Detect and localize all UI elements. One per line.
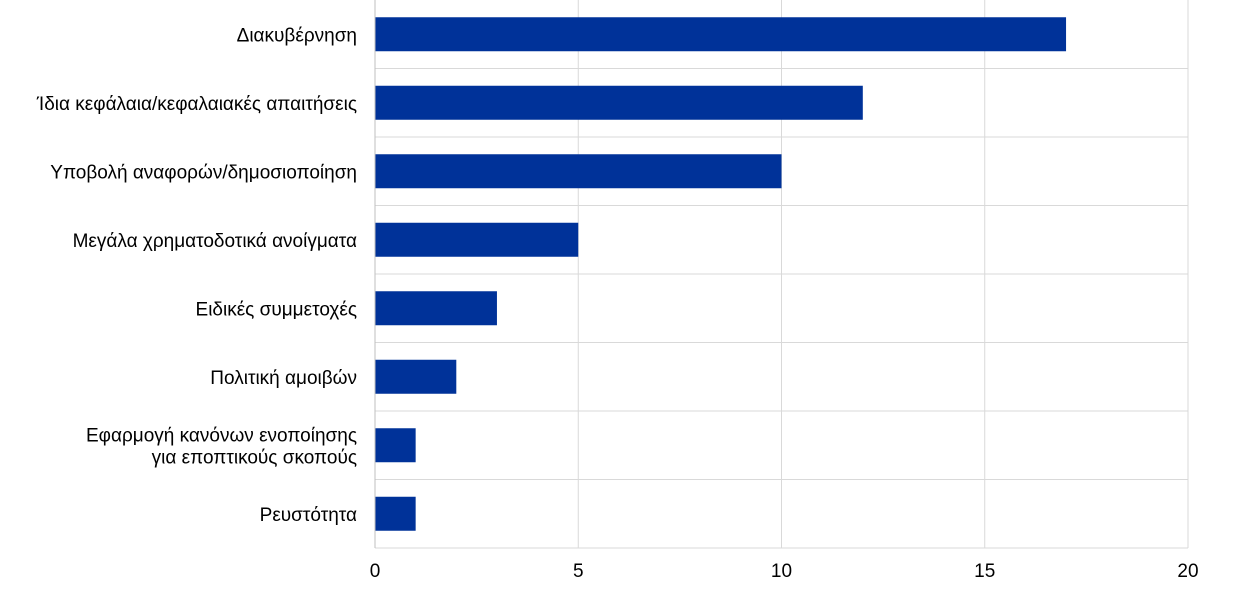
x-tick-label: 10 [771,561,792,582]
category-label: Πολιτική αμοιβών [210,368,357,389]
bar [375,428,416,463]
x-tick-label: 20 [1177,561,1198,582]
label-layer: 0 5 10 15 20 Διακυβέρνηση Ίδια κεφάλαια/κεφαλα… [36,25,1199,582]
category-label: Εφαρμογή κανόνων ενοποίησης [86,425,357,446]
category-label: Ίδια κεφάλαια/κεφαλαιακές απαιτήσεις [36,94,357,115]
category-label: Διακυβέρνηση [237,25,357,46]
x-tick-label: 0 [370,561,381,582]
category-label: Υποβολή αναφορών/δημοσιοποίηση [50,162,357,183]
bar [375,154,782,189]
bar [375,85,863,120]
category-label: Ρευστότητα [260,505,357,526]
bar [375,291,497,326]
x-tick-label: 5 [573,561,584,582]
bar [375,222,579,257]
category-label: για εποπτικούς σκοπούς [152,447,357,468]
bar-layer [375,17,1067,531]
x-tick-label: 15 [974,561,995,582]
bar [375,17,1067,52]
category-label: Μεγάλα χρηματοδοτικά ανοίγματα [73,231,357,252]
grid-layer [375,0,1189,549]
bar [375,496,416,531]
bar [375,359,457,394]
category-label: Ειδικές συμμετοχές [196,299,357,320]
